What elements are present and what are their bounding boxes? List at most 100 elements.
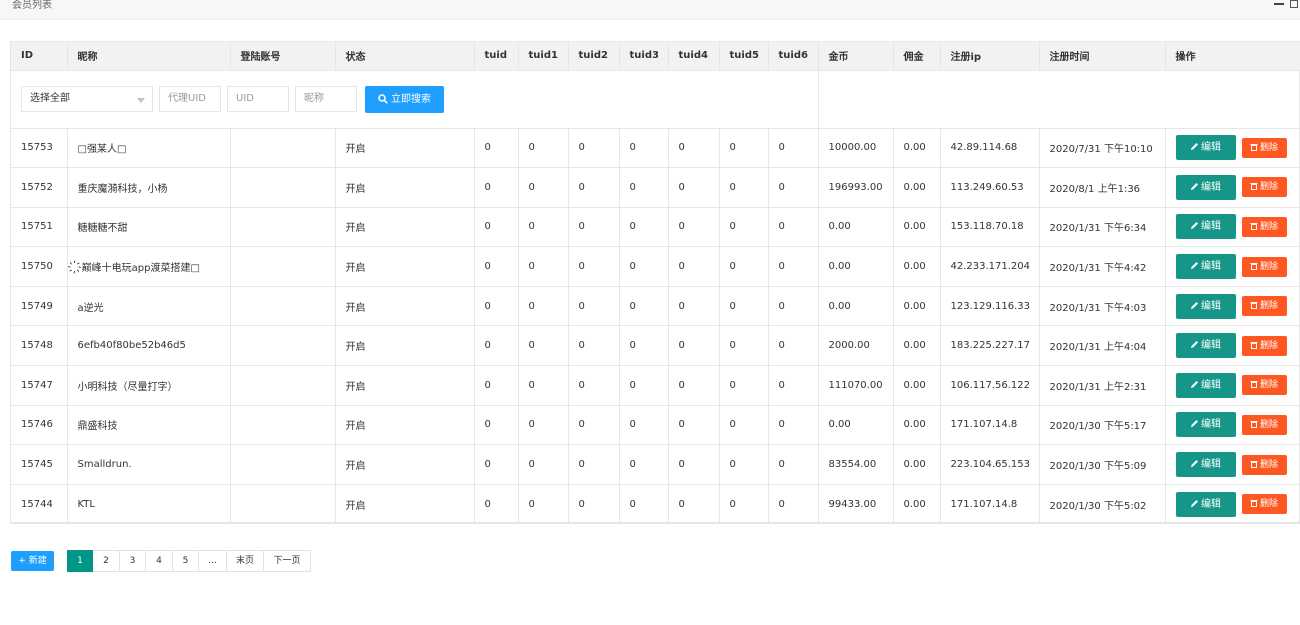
table-row: 15749 a逆光 开启 0 0 0 0 0 0 0 0.00 0.00 123.129.116.33 2… <box>11 286 1300 327</box>
maximize-icon[interactable] <box>1290 0 1298 8</box>
edit-button[interactable]: 编辑 <box>1175 174 1236 200</box>
page-link[interactable]: 1 <box>67 550 93 572</box>
page-link[interactable]: 5 <box>173 550 199 572</box>
member-table: ID 昵称 登陆账号 状态 tuid tuid1 tuid2 tuid3 tuid4 tuid5 t… <box>10 41 1300 525</box>
status-cell: 开启 <box>335 484 475 525</box>
table-cell: 0 <box>668 484 720 525</box>
table-cell: 0.00 <box>893 128 941 169</box>
table-cell: 15747 <box>11 365 68 406</box>
column-header: 登陆账号 <box>230 42 336 71</box>
delete-label: 删除 <box>1259 380 1278 391</box>
edit-button[interactable]: 编辑 <box>1175 214 1236 240</box>
edit-button[interactable]: 编辑 <box>1175 254 1236 280</box>
edit-label: 编辑 <box>1201 498 1221 510</box>
minimize-icon[interactable] <box>1274 3 1284 5</box>
table-row: 15752 重庆魔漪科技，小杨 开启 0 0 0 0 0 0 0 196993.00 0.00 113.… <box>11 167 1300 208</box>
table-cell: 183.225.227.17 <box>940 325 1040 367</box>
plus-icon: + <box>18 556 29 566</box>
table-cell: 42.89.114.68 <box>940 128 1040 169</box>
delete-button[interactable]: 删除 <box>1241 454 1287 475</box>
table-cell <box>230 365 336 406</box>
actions-cell: 编辑 删除 <box>1165 207 1300 248</box>
table-cell: 0 <box>474 405 519 446</box>
table-cell: 0 <box>719 325 769 367</box>
trash-icon <box>1250 183 1258 191</box>
column-header: tuid <box>474 42 519 71</box>
page-link[interactable]: 4 <box>146 550 173 572</box>
status-cell: 开启 <box>335 286 475 327</box>
table-cell: 0 <box>568 405 620 446</box>
table-cell: Smalldrun. <box>67 444 231 485</box>
delete-button[interactable]: 删除 <box>1241 216 1287 237</box>
edit-button[interactable]: 编辑 <box>1175 293 1236 319</box>
add-member-button[interactable]: + 新建 <box>11 551 54 571</box>
table-cell: 0 <box>768 405 819 446</box>
column-header: 注册ip <box>940 42 1040 71</box>
column-header: tuid4 <box>668 42 720 71</box>
edit-button[interactable]: 编辑 <box>1175 412 1236 438</box>
table-cell: 2020/1/30 下午5:17 <box>1039 405 1166 446</box>
edit-button[interactable]: 编辑 <box>1175 372 1236 398</box>
column-header: tuid5 <box>719 42 769 71</box>
table-cell: 171.107.14.8 <box>940 405 1040 446</box>
table-cell: 0 <box>619 484 669 525</box>
table-cell: 0 <box>518 405 569 446</box>
table-cell: 0.00 <box>818 286 894 327</box>
delete-button[interactable]: 删除 <box>1241 375 1287 396</box>
table-row: 15744 KTL 开启 0 0 0 0 0 0 0 99433.00 0.00 171.107.14.… <box>11 484 1300 525</box>
table-cell: 2020/7/31 下午10:10 <box>1039 128 1166 169</box>
page-link[interactable]: 3 <box>120 550 146 572</box>
table-cell <box>230 286 336 327</box>
table-cell: 0 <box>619 207 669 248</box>
table-cell: 0 <box>518 325 569 367</box>
table-cell: 0 <box>719 128 769 169</box>
edit-button[interactable]: 编辑 <box>1175 452 1236 478</box>
table-cell: 0 <box>768 128 819 169</box>
page-link[interactable]: … <box>199 550 227 572</box>
page-link[interactable]: 末页 <box>227 550 264 572</box>
search-button[interactable]: 立即搜索 <box>365 85 444 113</box>
edit-button[interactable]: 编辑 <box>1175 333 1236 359</box>
table-cell: 113.249.60.53 <box>940 167 1040 208</box>
table-cell: 0 <box>518 128 569 169</box>
status-cell: 开启 <box>335 246 475 287</box>
table-cell: 0 <box>474 365 519 406</box>
agent-uid-input[interactable]: 代理UID <box>159 86 221 112</box>
table-cell: 重庆魔漪科技，小杨 <box>67 167 231 208</box>
page-link[interactable]: 下一页 <box>264 550 311 572</box>
table-row: 15747 小明科技（尽量打字） 开启 0 0 0 0 0 0 0 111070.00 0.00 106… <box>11 365 1300 406</box>
status-select[interactable]: 选择全部 <box>21 86 153 112</box>
edit-button[interactable]: 编辑 <box>1175 135 1236 161</box>
delete-button[interactable]: 删除 <box>1241 256 1287 277</box>
table-cell: 15746 <box>11 405 68 446</box>
table-cell: 0 <box>619 405 669 446</box>
window-titlebar: 会员列表 <box>0 0 1300 20</box>
table-cell: 15744 <box>11 484 68 525</box>
table-cell: 0 <box>719 246 769 287</box>
nickname-input[interactable]: 昵称 <box>295 86 357 112</box>
table-cell: 0 <box>474 167 519 208</box>
page-link[interactable]: 2 <box>93 550 120 572</box>
actions-cell: 编辑 删除 <box>1165 128 1300 169</box>
edit-icon <box>1191 262 1198 270</box>
actions-cell: 编辑 删除 <box>1165 167 1300 208</box>
uid-input[interactable]: UID <box>227 86 289 112</box>
delete-button[interactable]: 删除 <box>1241 335 1287 356</box>
delete-button[interactable]: 删除 <box>1241 137 1287 158</box>
column-header: 状态 <box>335 42 475 71</box>
delete-button[interactable]: 删除 <box>1241 177 1287 198</box>
delete-button[interactable]: 删除 <box>1241 296 1287 317</box>
table-cell: 15753 <box>11 128 68 169</box>
edit-button[interactable]: 编辑 <box>1175 491 1236 517</box>
table-cell <box>230 207 336 248</box>
delete-button[interactable]: 删除 <box>1241 414 1287 435</box>
table-cell: 15749 <box>11 286 68 327</box>
edit-icon <box>1191 182 1198 190</box>
table-cell: 0 <box>474 246 519 287</box>
edit-label: 编辑 <box>1201 142 1221 154</box>
delete-button[interactable]: 删除 <box>1241 494 1287 515</box>
table-cell: 0 <box>619 128 669 169</box>
table-cell: 0.00 <box>893 365 941 406</box>
table-cell: 0.00 <box>893 325 941 367</box>
table-cell: 0 <box>518 444 569 485</box>
